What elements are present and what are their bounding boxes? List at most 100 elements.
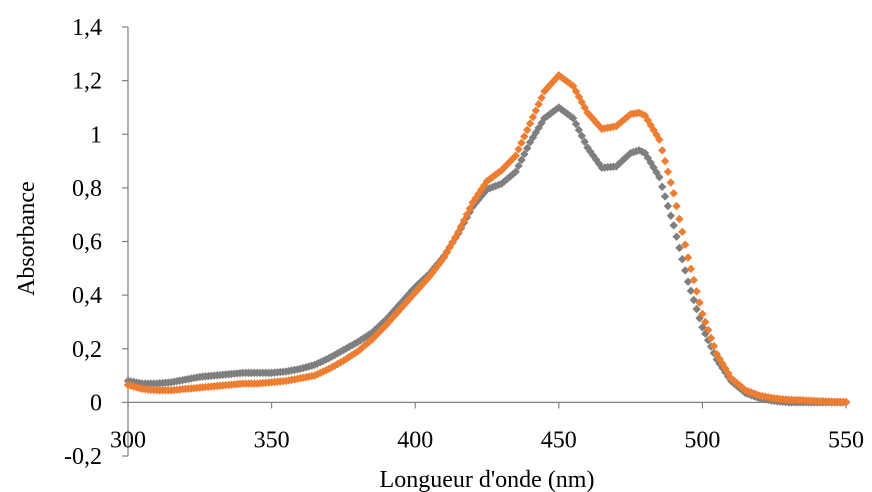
data-point-marker [500, 177, 509, 186]
data-point-marker [672, 232, 681, 241]
data-point-marker [511, 167, 520, 176]
y-tick-label: 0,4 [72, 283, 102, 309]
data-point-marker [537, 93, 546, 102]
data-point-marker [517, 138, 526, 148]
data-point-marker [525, 138, 535, 147]
data-point-marker [523, 143, 532, 153]
data-point-marker [528, 133, 538, 142]
data-point-marker [554, 103, 563, 112]
data-point-marker [620, 114, 630, 124]
data-point-marker [525, 119, 535, 128]
data-point-marker [511, 151, 520, 160]
labels-layer: -0,2 0 0,2 0,4 0,6 0,8 1 1,2 1,4 300 350 400 450 500 5… [14, 15, 864, 492]
y-tick-label: 0,6 [72, 230, 102, 256]
data-point-marker [531, 128, 541, 137]
data-point-marker [724, 369, 733, 378]
data-point-marker [589, 151, 598, 160]
data-point-marker [643, 153, 653, 163]
data-point-marker [706, 333, 716, 343]
data-point-marker [686, 286, 696, 296]
data-point-marker [646, 158, 655, 167]
data-point-marker [614, 159, 624, 168]
data-point-marker [540, 87, 549, 96]
data-point-marker [589, 115, 598, 124]
x-tick-label: 500 [684, 427, 720, 453]
data-point-marker [683, 253, 693, 262]
y-tick-label: -0,2 [64, 444, 102, 470]
data-point-marker [675, 243, 684, 253]
data-point-marker [669, 221, 678, 230]
data-point-marker [655, 135, 664, 144]
data-point-marker [692, 287, 701, 296]
data-point-marker [709, 341, 719, 351]
data-point-marker [577, 131, 586, 141]
data-point-marker [841, 397, 851, 407]
data-point-marker [534, 123, 543, 133]
data-point-marker [666, 211, 676, 220]
data-point-marker [500, 163, 509, 172]
data-point-marker [620, 154, 630, 163]
data-point-marker [548, 107, 558, 116]
data-point-marker [698, 309, 707, 319]
data-point-marker [635, 108, 644, 117]
y-axis-title: Absorbance [14, 181, 40, 296]
x-tick-label: 550 [828, 427, 864, 453]
data-point-marker [454, 227, 463, 237]
data-point-marker [571, 119, 581, 129]
data-point-marker [514, 161, 523, 171]
series-2-markers [123, 71, 851, 407]
data-point-marker [703, 335, 713, 345]
data-point-marker [545, 80, 555, 90]
data-point-marker [649, 163, 658, 172]
data-point-marker [459, 216, 469, 225]
y-tick-label: 0,2 [72, 337, 102, 363]
data-point-marker [701, 329, 710, 338]
data-point-marker [680, 240, 690, 249]
data-point-marker [689, 295, 698, 305]
data-point-marker [646, 120, 655, 130]
y-tick-label: 1,2 [72, 69, 102, 95]
data-point-marker [540, 113, 549, 123]
data-point-marker [514, 145, 523, 154]
data-point-marker [738, 383, 747, 393]
data-point-marker [675, 214, 684, 224]
data-point-marker [678, 227, 687, 237]
data-point-marker [560, 107, 569, 116]
data-point-marker [701, 317, 710, 327]
data-point-marker [655, 172, 664, 182]
data-point-marker [666, 178, 676, 187]
data-point-marker [520, 149, 529, 159]
data-point-marker [660, 156, 670, 166]
data-point-marker [491, 170, 500, 179]
data-point-marker [548, 77, 558, 86]
data-point-marker [580, 137, 589, 146]
y-tick-label: 0 [90, 390, 102, 416]
data-point-marker [669, 189, 678, 198]
data-point-marker [462, 210, 472, 219]
data-point-marker [551, 105, 561, 114]
data-point-marker [689, 275, 698, 285]
data-point-marker [663, 201, 673, 211]
data-point-marker [505, 172, 515, 181]
data-point-marker [508, 170, 518, 179]
data-point-marker [635, 146, 644, 155]
y-tick-label: 0,8 [72, 176, 102, 202]
axes-layer [122, 26, 847, 457]
data-point-marker [465, 204, 474, 213]
y-tick-label: 1 [90, 122, 102, 148]
data-point-marker [531, 106, 541, 115]
data-point-marker [551, 74, 561, 83]
data-point-marker [560, 75, 569, 84]
x-tick-label: 350 [254, 427, 290, 453]
data-point-marker [580, 103, 589, 112]
data-point-marker [660, 192, 670, 201]
data-point-marker [695, 298, 704, 307]
data-point-marker [695, 313, 704, 323]
x-axis-title: Longueur d'onde (nm) [380, 467, 595, 492]
data-point-marker [686, 264, 696, 274]
data-point-marker [663, 167, 673, 176]
data-point-marker [523, 125, 532, 135]
x-tick-label: 300 [110, 427, 146, 453]
